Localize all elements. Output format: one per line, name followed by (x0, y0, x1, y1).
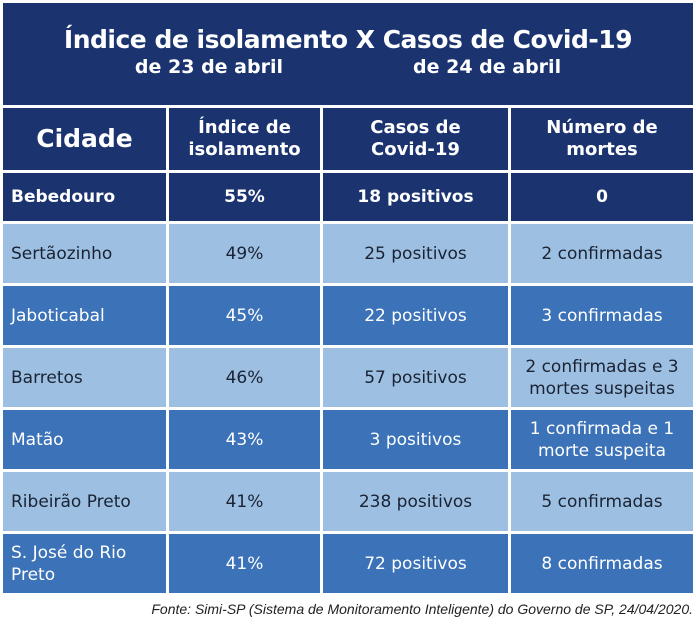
table-cell-cidade: Sertãozinho (3, 224, 166, 283)
table-cell-mortes: 1 confirmada e 1 morte suspeita (511, 410, 693, 469)
table-cell-indice: 55% (169, 173, 320, 221)
title-block: Índice de isolamento X Casos de Covid-19… (3, 3, 693, 105)
table-cell-cidade: S. José do Rio Preto (3, 534, 166, 593)
header-casos: Casos de Covid-19 (323, 108, 508, 170)
table-cell-mortes: 5 confirmadas (511, 472, 693, 531)
header-indice: Índice de isolamento (169, 108, 320, 170)
table-cell-cidade: Ribeirão Preto (3, 472, 166, 531)
table-cell-cidade: Matão (3, 410, 166, 469)
table-cell-cidade: Barretos (3, 348, 166, 407)
table-cell-casos: 3 positivos (323, 410, 508, 469)
covid-table: Índice de isolamento X Casos de Covid-19… (3, 3, 693, 617)
table-cell-indice: 43% (169, 410, 320, 469)
table-cell-casos: 22 positivos (323, 286, 508, 345)
header-cidade: Cidade (3, 108, 166, 170)
table-cell-indice: 41% (169, 534, 320, 593)
table-cell-mortes: 8 confirmadas (511, 534, 693, 593)
table-cell-cidade: Jaboticabal (3, 286, 166, 345)
date-left: de 23 de abril (134, 56, 283, 78)
table-cell-indice: 46% (169, 348, 320, 407)
table-cell-casos: 57 positivos (323, 348, 508, 407)
date-right: de 24 de abril (413, 56, 562, 78)
title: Índice de isolamento X Casos de Covid-19 (63, 25, 633, 54)
table-cell-casos: 18 positivos (323, 173, 508, 221)
table-cell-mortes: 0 (511, 173, 693, 221)
table-cell-mortes: 2 confirmadas (511, 224, 693, 283)
table-cell-casos: 25 positivos (323, 224, 508, 283)
header-mortes: Número de mortes (511, 108, 693, 170)
table-grid: Cidade Índice de isolamento Casos de Cov… (3, 108, 693, 593)
table-cell-indice: 41% (169, 472, 320, 531)
table-cell-cidade: Bebedouro (3, 173, 166, 221)
table-cell-indice: 49% (169, 224, 320, 283)
table-cell-mortes: 3 confirmadas (511, 286, 693, 345)
table-cell-indice: 45% (169, 286, 320, 345)
table-cell-mortes: 2 confirmadas e 3 mortes suspeitas (511, 348, 693, 407)
table-cell-casos: 238 positivos (323, 472, 508, 531)
table-cell-casos: 72 positivos (323, 534, 508, 593)
footnote: Fonte: Simi-SP (Sistema de Monitoramento… (151, 601, 693, 617)
